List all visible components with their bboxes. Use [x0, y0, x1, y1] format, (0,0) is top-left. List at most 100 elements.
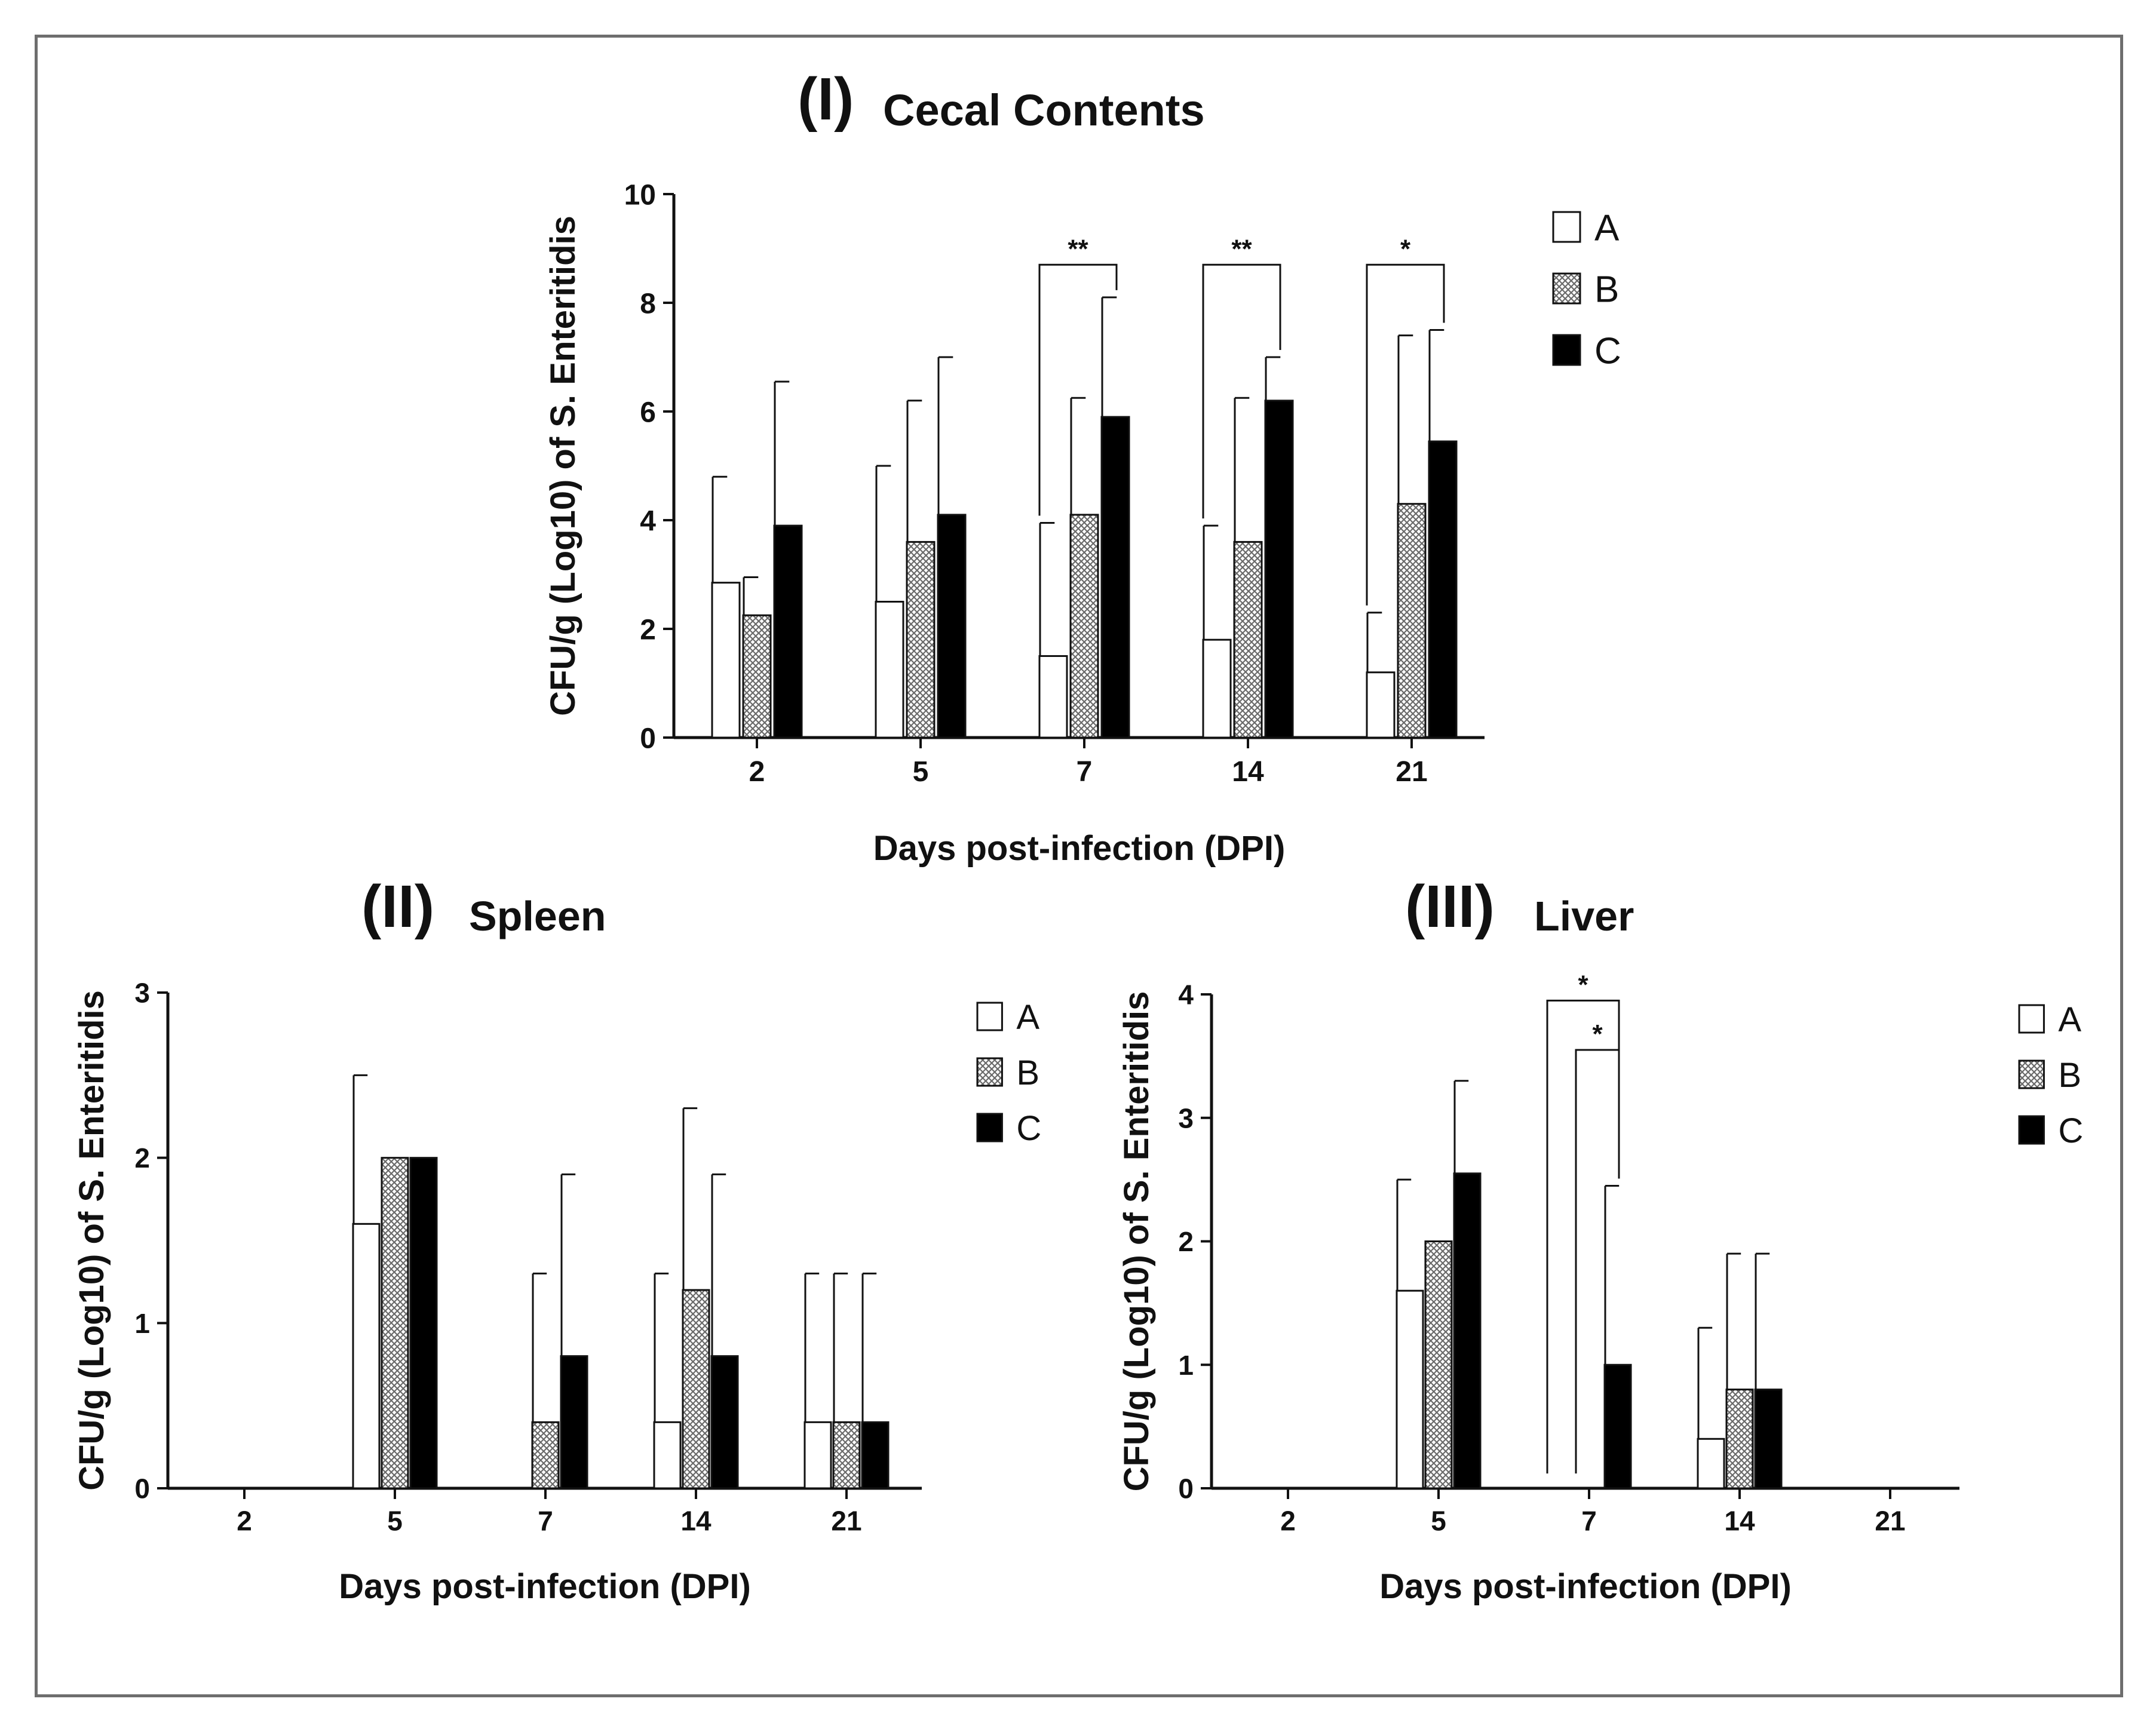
- panel-II-chart: (II) Spleen 0 1 2 3 2 5 7 14 21 Days post-infection…: [72, 873, 1041, 1606]
- y-tick-label: 1: [1178, 1350, 1194, 1381]
- legend-label-c: C: [2058, 1111, 2083, 1150]
- bar-a-21: [1366, 671, 1396, 739]
- bar-a-2: [711, 582, 741, 739]
- legend-label-b: B: [1016, 1054, 1039, 1092]
- legend-label-b: B: [1594, 269, 1619, 310]
- panel-title: Cecal Contents: [883, 85, 1205, 135]
- legend-swatch-a: [976, 1002, 1003, 1031]
- bar-c-21: [861, 1421, 890, 1489]
- bar-c-5: [409, 1157, 438, 1489]
- bar-a-14: [653, 1421, 682, 1489]
- x-tick-label: 2: [237, 1506, 252, 1537]
- bar-b-5: [381, 1157, 409, 1489]
- bar-c-5: [1453, 1172, 1482, 1489]
- legend-swatch-c: [1552, 334, 1581, 366]
- legend-label-a: A: [1594, 207, 1620, 248]
- y-tick-label: 2: [134, 1142, 150, 1174]
- bar-c-2: [773, 524, 803, 739]
- y-tick-label: 8: [640, 288, 656, 320]
- x-tick-label: 14: [1724, 1506, 1755, 1537]
- legend-label-c: C: [1016, 1109, 1041, 1148]
- legend-swatch-a: [2018, 1004, 2045, 1034]
- bar-b-5: [1424, 1240, 1453, 1489]
- y-tick-label: 4: [1178, 979, 1194, 1010]
- bar-c-21: [1428, 440, 1458, 739]
- bar-c-14: [1754, 1389, 1783, 1489]
- legend-swatch-c: [2018, 1115, 2045, 1145]
- x-tick-label: 21: [831, 1506, 861, 1537]
- panel-label: (I): [798, 66, 854, 133]
- bar-b-21: [1397, 503, 1427, 739]
- x-tick-label: 7: [1581, 1506, 1597, 1537]
- legend-label-a: A: [2058, 1000, 2081, 1039]
- legend-label-c: C: [1594, 330, 1621, 371]
- bar-c-7: [1100, 416, 1130, 739]
- y-tick-label: 0: [134, 1473, 150, 1504]
- significance-label: **: [1231, 234, 1252, 263]
- bar-c-14: [710, 1355, 739, 1489]
- bar-c-14: [1264, 400, 1294, 739]
- y-tick-label: 3: [134, 978, 150, 1009]
- bar-a-21: [803, 1421, 832, 1489]
- bar-a-7: [1038, 655, 1068, 739]
- x-axis-label: Days post-infection (DPI): [339, 1567, 751, 1606]
- x-tick-label: 2: [749, 756, 765, 788]
- panel-title: Liver: [1534, 893, 1634, 939]
- y-tick-label: 0: [1178, 1473, 1194, 1504]
- significance-label: *: [1578, 970, 1588, 999]
- x-tick-label: 14: [1232, 756, 1264, 788]
- significance-bracket: [1038, 263, 1118, 516]
- bar-a-5: [352, 1223, 381, 1489]
- bar-c-7: [1603, 1363, 1632, 1489]
- bar-b-14: [682, 1289, 710, 1489]
- x-tick-label: 7: [538, 1506, 553, 1537]
- x-tick-label: 7: [1077, 756, 1093, 788]
- bar-b-2: [742, 614, 772, 739]
- bar-a-14: [1697, 1438, 1725, 1489]
- legend-swatch-a: [1552, 211, 1581, 243]
- bar-a-5: [1396, 1289, 1424, 1489]
- significance-bracket: [1575, 1049, 1620, 1474]
- bar-b-21: [832, 1421, 861, 1489]
- y-tick-label: 0: [640, 723, 656, 754]
- significance-label: *: [1592, 1019, 1603, 1049]
- y-axis-label: CFU/g (Log10) of S. Enteritidis: [544, 216, 582, 716]
- x-tick-label: 14: [680, 1506, 711, 1537]
- y-tick-label: 4: [640, 505, 656, 537]
- legend-label-a: A: [1016, 998, 1039, 1037]
- legend-swatch-b: [1552, 272, 1581, 305]
- y-tick-label: 1: [134, 1308, 150, 1339]
- legend-swatch-b: [976, 1057, 1003, 1087]
- y-tick-label: 10: [624, 179, 656, 211]
- legend-swatch-c: [976, 1113, 1003, 1142]
- bar-b-14: [1725, 1389, 1754, 1489]
- y-tick-label: 6: [640, 397, 656, 428]
- bar-c-7: [560, 1355, 588, 1489]
- y-tick-label: 3: [1178, 1102, 1194, 1134]
- x-tick-label: 5: [913, 756, 929, 788]
- panel-title: Spleen: [469, 893, 606, 939]
- bar-b-7: [531, 1421, 560, 1489]
- panel-label: (II): [361, 873, 434, 940]
- bar-a-14: [1202, 638, 1232, 739]
- x-tick-label: 21: [1875, 1506, 1905, 1537]
- legend-swatch-b: [2018, 1059, 2045, 1089]
- x-tick-label: 5: [1431, 1506, 1446, 1537]
- x-tick-label: 2: [1280, 1506, 1296, 1537]
- significance-label: **: [1068, 234, 1088, 263]
- y-tick-label: 2: [640, 614, 656, 646]
- x-tick-label: 21: [1396, 756, 1427, 788]
- bar-b-14: [1233, 540, 1263, 739]
- bar-b-5: [906, 540, 936, 739]
- y-axis-label: CFU/g (Log10) of S. Enteritidis: [72, 990, 111, 1491]
- significance-bracket: [1202, 263, 1281, 519]
- x-axis-label: Days post-infection (DPI): [1379, 1567, 1792, 1606]
- bar-c-5: [937, 514, 967, 739]
- x-axis-label: Days post-infection (DPI): [873, 829, 1286, 868]
- panel-label: (III): [1405, 873, 1495, 940]
- y-axis-label: CFU/g (Log10) of S. Enteritidis: [1117, 991, 1156, 1492]
- significance-label: *: [1400, 234, 1411, 263]
- bar-b-7: [1069, 514, 1099, 739]
